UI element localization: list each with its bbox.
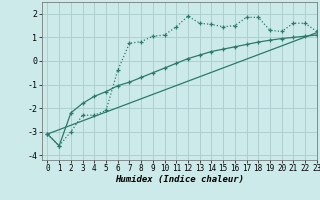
X-axis label: Humidex (Indice chaleur): Humidex (Indice chaleur) <box>115 175 244 184</box>
